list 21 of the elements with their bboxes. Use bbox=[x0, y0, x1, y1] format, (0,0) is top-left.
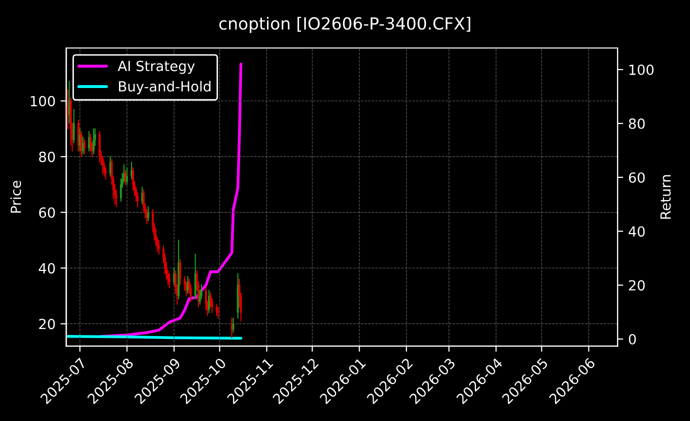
line-series bbox=[100, 62, 242, 338]
y-axis-title: Price bbox=[10, 180, 22, 213]
y2-tick-label: 100 bbox=[629, 64, 654, 76]
y-tick-label: 80 bbox=[39, 152, 55, 162]
chart-title: cnoption [IO2606-P-3400.CFX] bbox=[219, 16, 470, 33]
y2-tick-label: 0 bbox=[628, 334, 636, 345]
legend-label: Buy-and-Hold bbox=[118, 80, 210, 94]
candlestick bbox=[179, 259, 182, 286]
candlestick bbox=[126, 167, 128, 186]
y-tick-label: 20 bbox=[39, 318, 55, 330]
y-tick-label: 60 bbox=[39, 207, 55, 218]
legend-label: AI Strategy bbox=[118, 60, 195, 74]
candlestick bbox=[217, 306, 220, 319]
y2-tick-label: 80 bbox=[628, 118, 645, 129]
y2-axis-title: Return bbox=[660, 175, 671, 219]
y-tick-label: 40 bbox=[38, 263, 55, 274]
y2-tick-label: 40 bbox=[628, 226, 645, 237]
y2-tick-label: 60 bbox=[628, 172, 645, 183]
candlestick bbox=[208, 290, 210, 314]
y-tick-label: 100 bbox=[30, 96, 55, 106]
y2-tick-label: 20 bbox=[628, 280, 645, 291]
